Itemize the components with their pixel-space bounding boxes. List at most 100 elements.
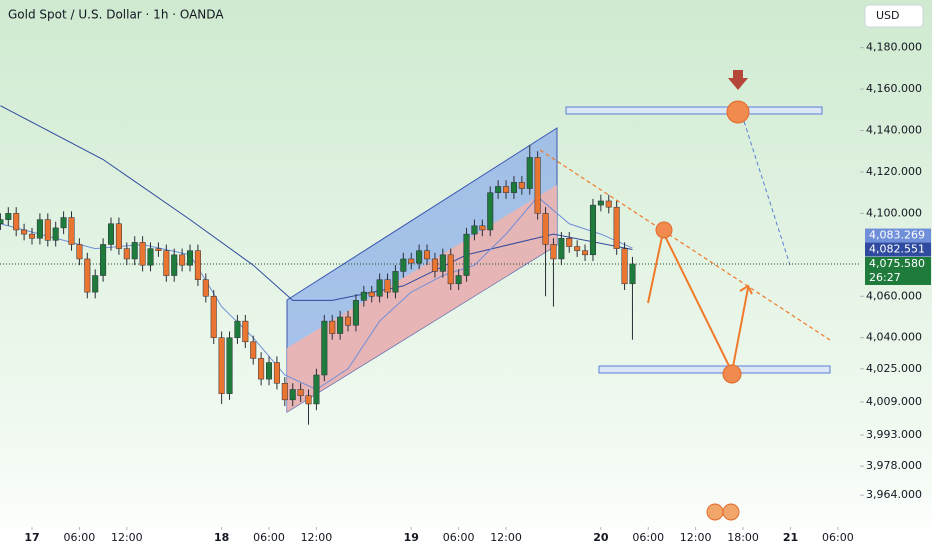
annotations <box>647 70 753 521</box>
candle-body <box>566 237 573 247</box>
x-tick-label: 21 <box>783 531 798 544</box>
event-icon <box>722 503 740 521</box>
candle-body <box>510 182 517 193</box>
candle-body <box>84 258 91 293</box>
y-tick-label: 4,140.000 <box>866 124 922 137</box>
candle-body <box>313 374 320 405</box>
chart-title: Gold Spot / U.S. Dollar · 1h · OANDA <box>8 8 224 22</box>
candle-body <box>321 320 328 376</box>
candle-body <box>558 237 565 260</box>
y-tick-label: 4,009.000 <box>866 395 922 408</box>
candle-body <box>542 213 549 245</box>
channel-lower <box>287 185 557 412</box>
y-tick-label: 3,978.000 <box>866 459 922 472</box>
candle-body <box>582 250 589 256</box>
candle-body <box>376 279 383 297</box>
projection-path <box>647 228 749 376</box>
y-tick-label: 4,100.000 <box>866 206 922 219</box>
candle-body <box>471 225 478 235</box>
candle-body <box>360 291 367 301</box>
price-label-text: 4,082.551 <box>869 243 925 256</box>
candle-body <box>447 254 454 285</box>
price-label-text: 4,083.269 <box>869 229 925 242</box>
candle-body <box>226 337 233 394</box>
event-icon <box>706 503 724 521</box>
candle-body <box>408 258 415 264</box>
x-tick-label: 20 <box>593 531 609 544</box>
y-tick-label: 4,025.000 <box>866 362 922 375</box>
candle-body <box>273 362 280 384</box>
moving-average <box>0 105 633 301</box>
candle-body <box>155 248 162 251</box>
currency-button[interactable] <box>864 4 924 28</box>
candle-body <box>297 389 304 396</box>
down-arrow <box>728 70 748 90</box>
candle-body <box>605 200 612 208</box>
candle-body <box>28 233 36 239</box>
x-tick-label: 06:00 <box>632 531 664 544</box>
y-tick-label: 4,040.000 <box>866 331 922 344</box>
y-tick-label: 3,993.000 <box>866 428 922 441</box>
resistance-zone <box>565 106 823 115</box>
price-label-text: 4,075.580 <box>869 257 925 270</box>
candle-body <box>210 296 217 338</box>
axes: 4,180.000 4,160.000 4,140.000 4,120.000 4,10… <box>24 41 931 544</box>
candle-body <box>479 225 486 231</box>
x-tick-label: 06:00 <box>64 531 96 544</box>
candle-body <box>574 246 581 251</box>
candle-body <box>629 263 636 285</box>
candle-body <box>266 362 273 380</box>
price-label <box>865 256 931 285</box>
candle-body <box>234 320 241 338</box>
candle-body <box>163 250 170 276</box>
target-line <box>741 114 791 266</box>
candle-body <box>131 242 138 260</box>
candle-body <box>368 291 375 297</box>
x-tick-label: 12:00 <box>301 531 333 544</box>
candle-body <box>21 229 28 235</box>
candle-body <box>52 227 59 241</box>
candle-body <box>242 320 249 343</box>
candle-body <box>68 217 75 245</box>
x-tick-label: 12:00 <box>680 531 712 544</box>
point <box>722 364 742 384</box>
candle-body <box>621 248 628 285</box>
candle-body <box>534 157 541 214</box>
candle-body <box>416 250 423 264</box>
candle-body <box>171 254 178 276</box>
candle-body <box>384 279 391 293</box>
point <box>726 100 750 124</box>
candle-body <box>115 223 122 249</box>
candle-body <box>123 248 130 260</box>
candle-body <box>179 254 186 266</box>
candle-body <box>218 337 225 394</box>
time-axis-bg <box>0 527 932 550</box>
candle-body <box>250 341 257 359</box>
x-tick-label: 06:00 <box>443 531 475 544</box>
candle-body <box>526 157 533 189</box>
candle-body <box>487 192 494 231</box>
candle-body <box>13 213 20 231</box>
candle-body <box>44 219 51 241</box>
candle-body <box>139 242 146 266</box>
candle-body <box>281 383 288 401</box>
candle-body <box>597 200 604 206</box>
candle-body <box>60 217 67 229</box>
candle-body <box>589 204 596 256</box>
candle-body <box>337 316 344 334</box>
x-tick-label: 18 <box>214 531 229 544</box>
trend-line <box>539 149 831 341</box>
currency[interactable]: USD <box>876 9 900 22</box>
candle-body <box>100 244 107 276</box>
candle-body <box>400 258 407 272</box>
candle-body <box>352 300 359 326</box>
candle-body <box>36 219 43 239</box>
countdown: 26:27 <box>869 271 901 284</box>
x-tick-label: 06:00 <box>253 531 285 544</box>
candle-body <box>431 258 438 272</box>
x-tick-label: 12:00 <box>490 531 522 544</box>
candle-body <box>613 206 620 249</box>
arrow-head <box>739 284 753 295</box>
y-tick-label: 4,060.000 <box>866 289 922 302</box>
